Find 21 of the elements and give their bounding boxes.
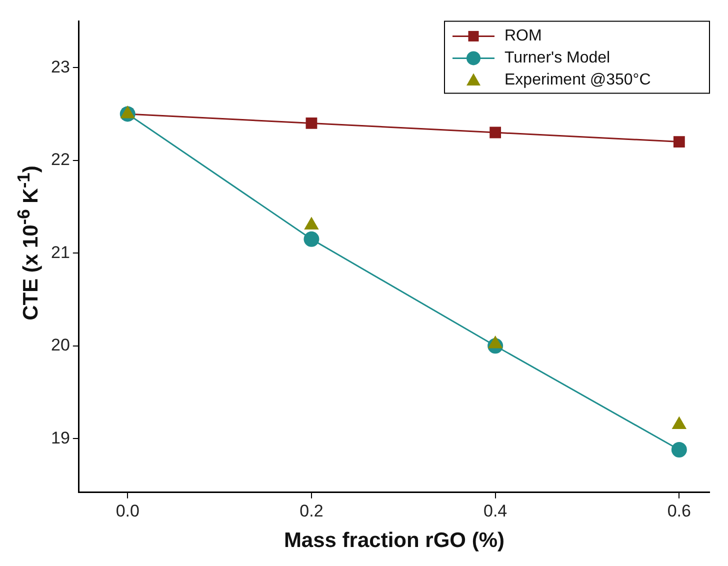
point [306, 118, 318, 129]
legend-label: Experiment @350°C [504, 72, 651, 89]
point [304, 231, 320, 247]
point [672, 416, 686, 429]
legend-label: Turner's Model [504, 50, 610, 67]
x-tick-label: 0.2 [300, 501, 324, 520]
point [304, 218, 318, 230]
y-tick-label: 23 [50, 57, 70, 76]
point [488, 336, 502, 348]
x-tick-label: 0.6 [667, 501, 691, 520]
y-tick-label: 19 [50, 428, 70, 448]
x-tick-label: 0.4 [484, 501, 508, 520]
y-tick-label: 20 [50, 336, 70, 355]
legend-label: ROM [504, 28, 542, 45]
point [671, 442, 687, 458]
point [673, 136, 685, 148]
x-axis-title: Mass fraction rGO (%) [284, 529, 504, 552]
y-tick-label: 21 [50, 242, 70, 262]
y-tick-label: 22 [50, 150, 70, 170]
x-tick-label: 0.0 [116, 501, 140, 520]
point [490, 126, 502, 138]
